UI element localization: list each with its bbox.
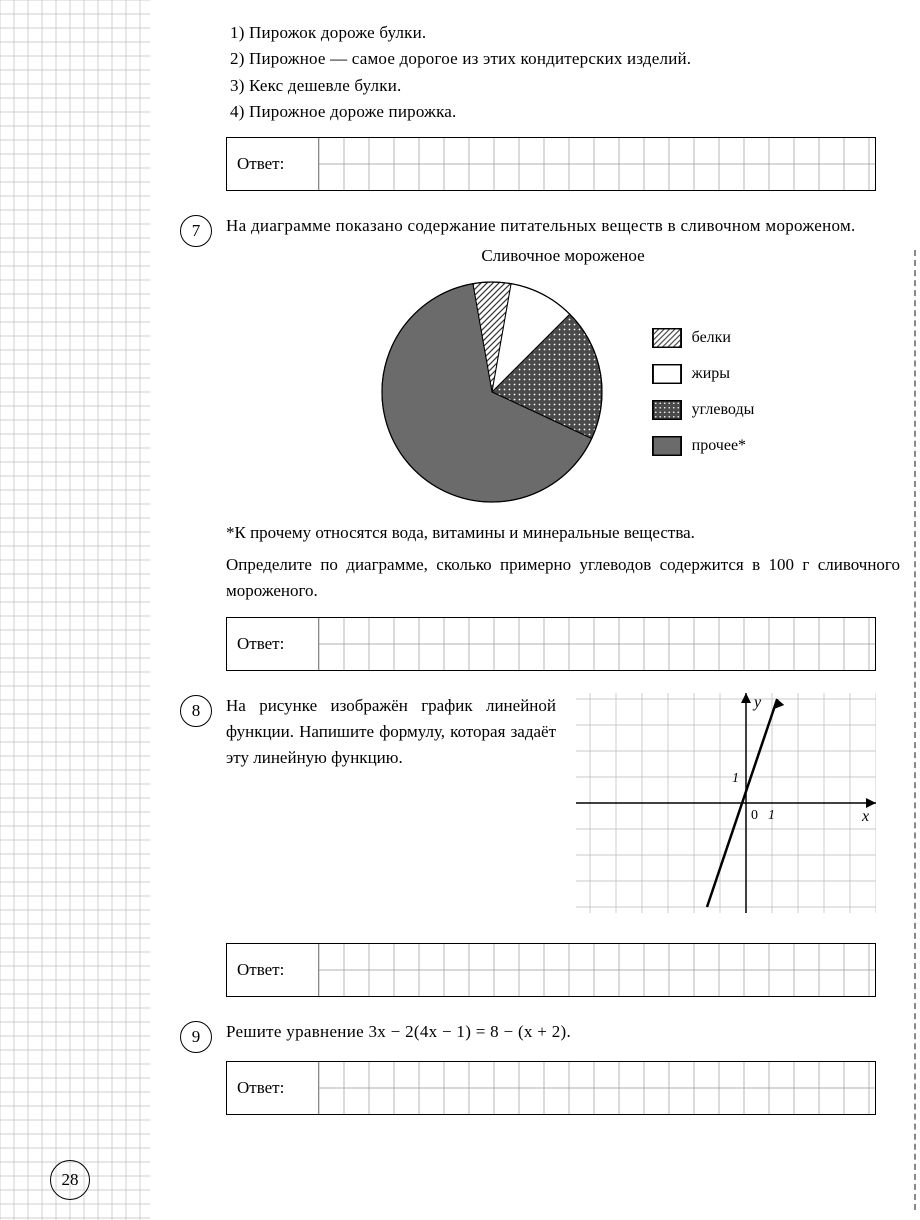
- legend-swatch-3: [652, 400, 682, 420]
- q8-text: На рисунке изображён график линейной фун…: [226, 693, 556, 772]
- page-number: 28: [50, 1160, 90, 1200]
- answer-label: Ответ:: [227, 138, 319, 190]
- legend-label-2: жиры: [692, 365, 730, 383]
- intro-item-3: 3) Кекс дешевле булки.: [230, 73, 900, 99]
- answer-grid: [319, 944, 875, 996]
- svg-text:0: 0: [751, 808, 758, 823]
- answer-box-7: Ответ:: [226, 617, 876, 671]
- legend-row-4: прочее*: [652, 436, 755, 456]
- question-number-8: 8: [180, 695, 212, 727]
- answer-grid: [319, 138, 875, 190]
- legend-label-4: прочее*: [692, 437, 746, 455]
- q7-text: На диаграмме показано содержание питател…: [226, 213, 900, 239]
- legend-swatch-2: [652, 364, 682, 384]
- question-number-7: 7: [180, 215, 212, 247]
- q7-note-2: Определите по диаграмме, сколько примерн…: [226, 552, 900, 605]
- legend-row-3: углеводы: [652, 400, 755, 420]
- intro-item-4: 4) Пирожное дороже пирожка.: [230, 99, 900, 125]
- legend-label-1: белки: [692, 329, 731, 347]
- q7-chart-title: Сливочное мороженое: [226, 246, 900, 266]
- right-dashed-border: [914, 250, 916, 1210]
- question-9: 9 Решите уравнение 3x − 2(4x − 1) = 8 − …: [180, 1019, 900, 1053]
- question-number-9: 9: [180, 1021, 212, 1053]
- svg-text:1: 1: [732, 771, 739, 786]
- answer-box-6: Ответ:: [226, 137, 876, 191]
- legend-row-2: жиры: [652, 364, 755, 384]
- pie-legend: белки жиры углеводы прочее*: [652, 328, 755, 456]
- answer-box-9: Ответ:: [226, 1061, 876, 1115]
- legend-row-1: белки: [652, 328, 755, 348]
- answer-label: Ответ:: [227, 1062, 319, 1114]
- legend-swatch-4: [652, 436, 682, 456]
- q9-text: Решите уравнение 3x − 2(4x − 1) = 8 − (x…: [226, 1022, 571, 1041]
- svg-text:x: x: [861, 808, 869, 825]
- answer-box-8: Ответ:: [226, 943, 876, 997]
- page-content: 1) Пирожок дороже булки. 2) Пирожное — с…: [180, 20, 900, 1115]
- q7-note-1: *К прочему относятся вода, витамины и ми…: [226, 520, 900, 546]
- question-8: 8 На рисунке изображён график линейной ф…: [180, 693, 900, 913]
- answer-grid: [319, 1062, 875, 1114]
- intro-item-2: 2) Пирожное — самое дорогое из этих конд…: [230, 46, 900, 72]
- pie-chart: [372, 272, 612, 512]
- legend-label-3: углеводы: [692, 401, 755, 419]
- svg-text:y: y: [752, 694, 762, 711]
- question-7: 7 На диаграмме показано содержание питат…: [180, 213, 900, 604]
- legend-swatch-1: [652, 328, 682, 348]
- answer-label: Ответ:: [227, 944, 319, 996]
- svg-text:1: 1: [768, 808, 775, 823]
- left-grid: [0, 0, 150, 1220]
- answer-label: Ответ:: [227, 618, 319, 670]
- answer-grid: [319, 618, 875, 670]
- intro-item-1: 1) Пирожок дороже булки.: [230, 20, 900, 46]
- line-graph: 110yx: [576, 693, 876, 913]
